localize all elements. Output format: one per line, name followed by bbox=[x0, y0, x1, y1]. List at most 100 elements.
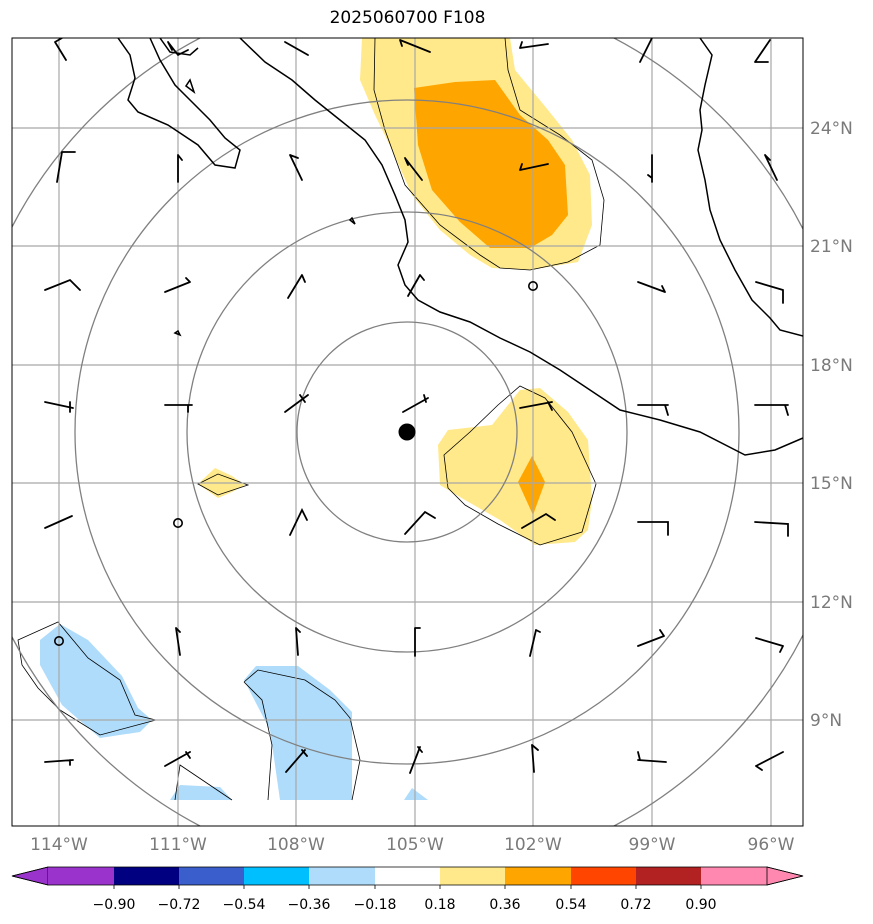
wind-barb bbox=[164, 277, 191, 293]
lon-label: 102°W bbox=[504, 835, 562, 855]
contour-outlines bbox=[17, 38, 605, 801]
colorbar-swatch bbox=[375, 867, 440, 885]
wind-barb bbox=[54, 38, 67, 61]
map-title: 2025060700 F108 bbox=[329, 8, 486, 28]
wind-barb bbox=[56, 151, 76, 183]
wind-barb bbox=[289, 154, 303, 181]
wind-barb bbox=[754, 521, 789, 537]
colorbar-swatch bbox=[701, 867, 767, 885]
colorbar-swatch bbox=[505, 867, 571, 885]
wind-barb bbox=[164, 404, 193, 413]
colorbar-swatch bbox=[179, 867, 244, 885]
colorbar-swatch bbox=[636, 867, 701, 885]
wind-barb bbox=[167, 41, 189, 56]
wind-barb bbox=[44, 515, 73, 529]
wind-barb bbox=[289, 507, 308, 536]
wind-barb bbox=[399, 39, 431, 53]
wind-barb bbox=[177, 154, 183, 183]
longitude-labels: 114°W 111°W 108°W 105°W 102°W 99°W 96°W bbox=[30, 835, 795, 855]
wind-barb bbox=[755, 751, 784, 771]
positive-contour-fill-strong bbox=[414, 80, 568, 515]
wind-barb bbox=[754, 404, 789, 416]
colorbar-tick-label: 0.36 bbox=[489, 897, 520, 913]
wind-barb bbox=[529, 629, 541, 657]
wind-barb bbox=[521, 512, 556, 529]
wind-barb bbox=[404, 157, 423, 181]
wind-barb bbox=[285, 749, 308, 773]
wind-barbs bbox=[44, 38, 789, 774]
wind-barb bbox=[409, 746, 423, 774]
wind-barb bbox=[755, 637, 784, 653]
lat-label: 24°N bbox=[810, 119, 853, 139]
colorbar-swatch bbox=[571, 867, 636, 885]
lat-label: 21°N bbox=[810, 237, 853, 257]
wind-barb bbox=[414, 627, 421, 657]
wind-barb bbox=[404, 510, 436, 535]
wind-barb bbox=[637, 751, 667, 763]
range-rings bbox=[12, 38, 803, 826]
lon-label: 99°W bbox=[629, 835, 676, 855]
wind-barb bbox=[44, 759, 74, 766]
colorbar-swatch bbox=[440, 867, 505, 885]
colorbar-extend-min bbox=[11, 866, 49, 886]
map-frame bbox=[11, 37, 804, 827]
range-ring-2 bbox=[186, 211, 628, 653]
coastlines bbox=[117, 38, 803, 456]
colorbar-outline bbox=[11, 866, 804, 886]
wind-barb bbox=[287, 274, 306, 299]
wind-barb bbox=[295, 627, 301, 656]
calm-wind-circles bbox=[53, 280, 538, 646]
wind-barb bbox=[764, 154, 778, 181]
colorbar-tick-label: 0.90 bbox=[685, 897, 716, 913]
wind-barb bbox=[284, 41, 309, 56]
wind-barb bbox=[519, 41, 549, 49]
colorbar-tick-label: −0.90 bbox=[93, 897, 136, 913]
wind-barb bbox=[637, 404, 669, 416]
wind-barb bbox=[639, 38, 653, 63]
colorbar-swatch bbox=[244, 867, 309, 885]
wind-barb bbox=[637, 521, 669, 536]
colorbar-tick-label: 0.54 bbox=[555, 897, 586, 913]
wind-barb bbox=[647, 154, 653, 183]
calm-circle bbox=[527, 280, 538, 291]
wind-barb bbox=[164, 751, 191, 767]
wind-barb bbox=[175, 627, 181, 656]
latitude-labels: 24°N 21°N 18°N 15°N 12°N 9°N bbox=[810, 119, 853, 731]
colorbar-swatch bbox=[114, 867, 179, 885]
lon-label: 105°W bbox=[386, 835, 444, 855]
colorbar-swatch bbox=[48, 867, 114, 885]
colorbar: −0.90 −0.72 −0.54 −0.36 −0.18 0.18 0.36 … bbox=[11, 866, 804, 913]
colorbar-tick-label: 0.18 bbox=[424, 897, 455, 913]
wind-barb bbox=[637, 281, 666, 293]
lat-label: 12°N bbox=[810, 593, 853, 613]
lat-label: 18°N bbox=[810, 356, 853, 376]
lon-label: 111°W bbox=[149, 835, 207, 855]
colorbar-tick-label: −0.36 bbox=[288, 897, 331, 913]
storm-center-marker bbox=[398, 423, 416, 441]
wind-barb bbox=[519, 401, 553, 411]
calm-circle bbox=[53, 635, 64, 646]
wind-barb bbox=[284, 394, 309, 413]
wind-barb bbox=[402, 394, 429, 413]
wind-barb bbox=[531, 744, 539, 773]
colorbar-tick-label: −0.18 bbox=[354, 897, 397, 913]
colorbar-tick-label: 0.72 bbox=[620, 897, 651, 913]
range-ring-1 bbox=[296, 321, 518, 543]
wind-barb bbox=[44, 401, 74, 413]
wind-barb bbox=[519, 163, 549, 171]
lat-label: 15°N bbox=[810, 474, 853, 494]
wind-barb bbox=[755, 281, 784, 304]
negative-contour-fill bbox=[40, 624, 428, 800]
lon-label: 96°W bbox=[748, 835, 795, 855]
colorbar-swatch bbox=[309, 867, 375, 885]
lon-label: 114°W bbox=[30, 835, 88, 855]
lon-label: 108°W bbox=[267, 835, 325, 855]
lat-label: 9°N bbox=[810, 711, 842, 731]
wind-barb bbox=[637, 629, 665, 647]
colorbar-extend-max bbox=[766, 866, 804, 886]
range-ring-3 bbox=[74, 99, 740, 765]
colorbar-tick-label: −0.54 bbox=[223, 897, 266, 913]
calm-circle bbox=[173, 517, 184, 528]
colorbar-tick-label: −0.72 bbox=[158, 897, 201, 913]
